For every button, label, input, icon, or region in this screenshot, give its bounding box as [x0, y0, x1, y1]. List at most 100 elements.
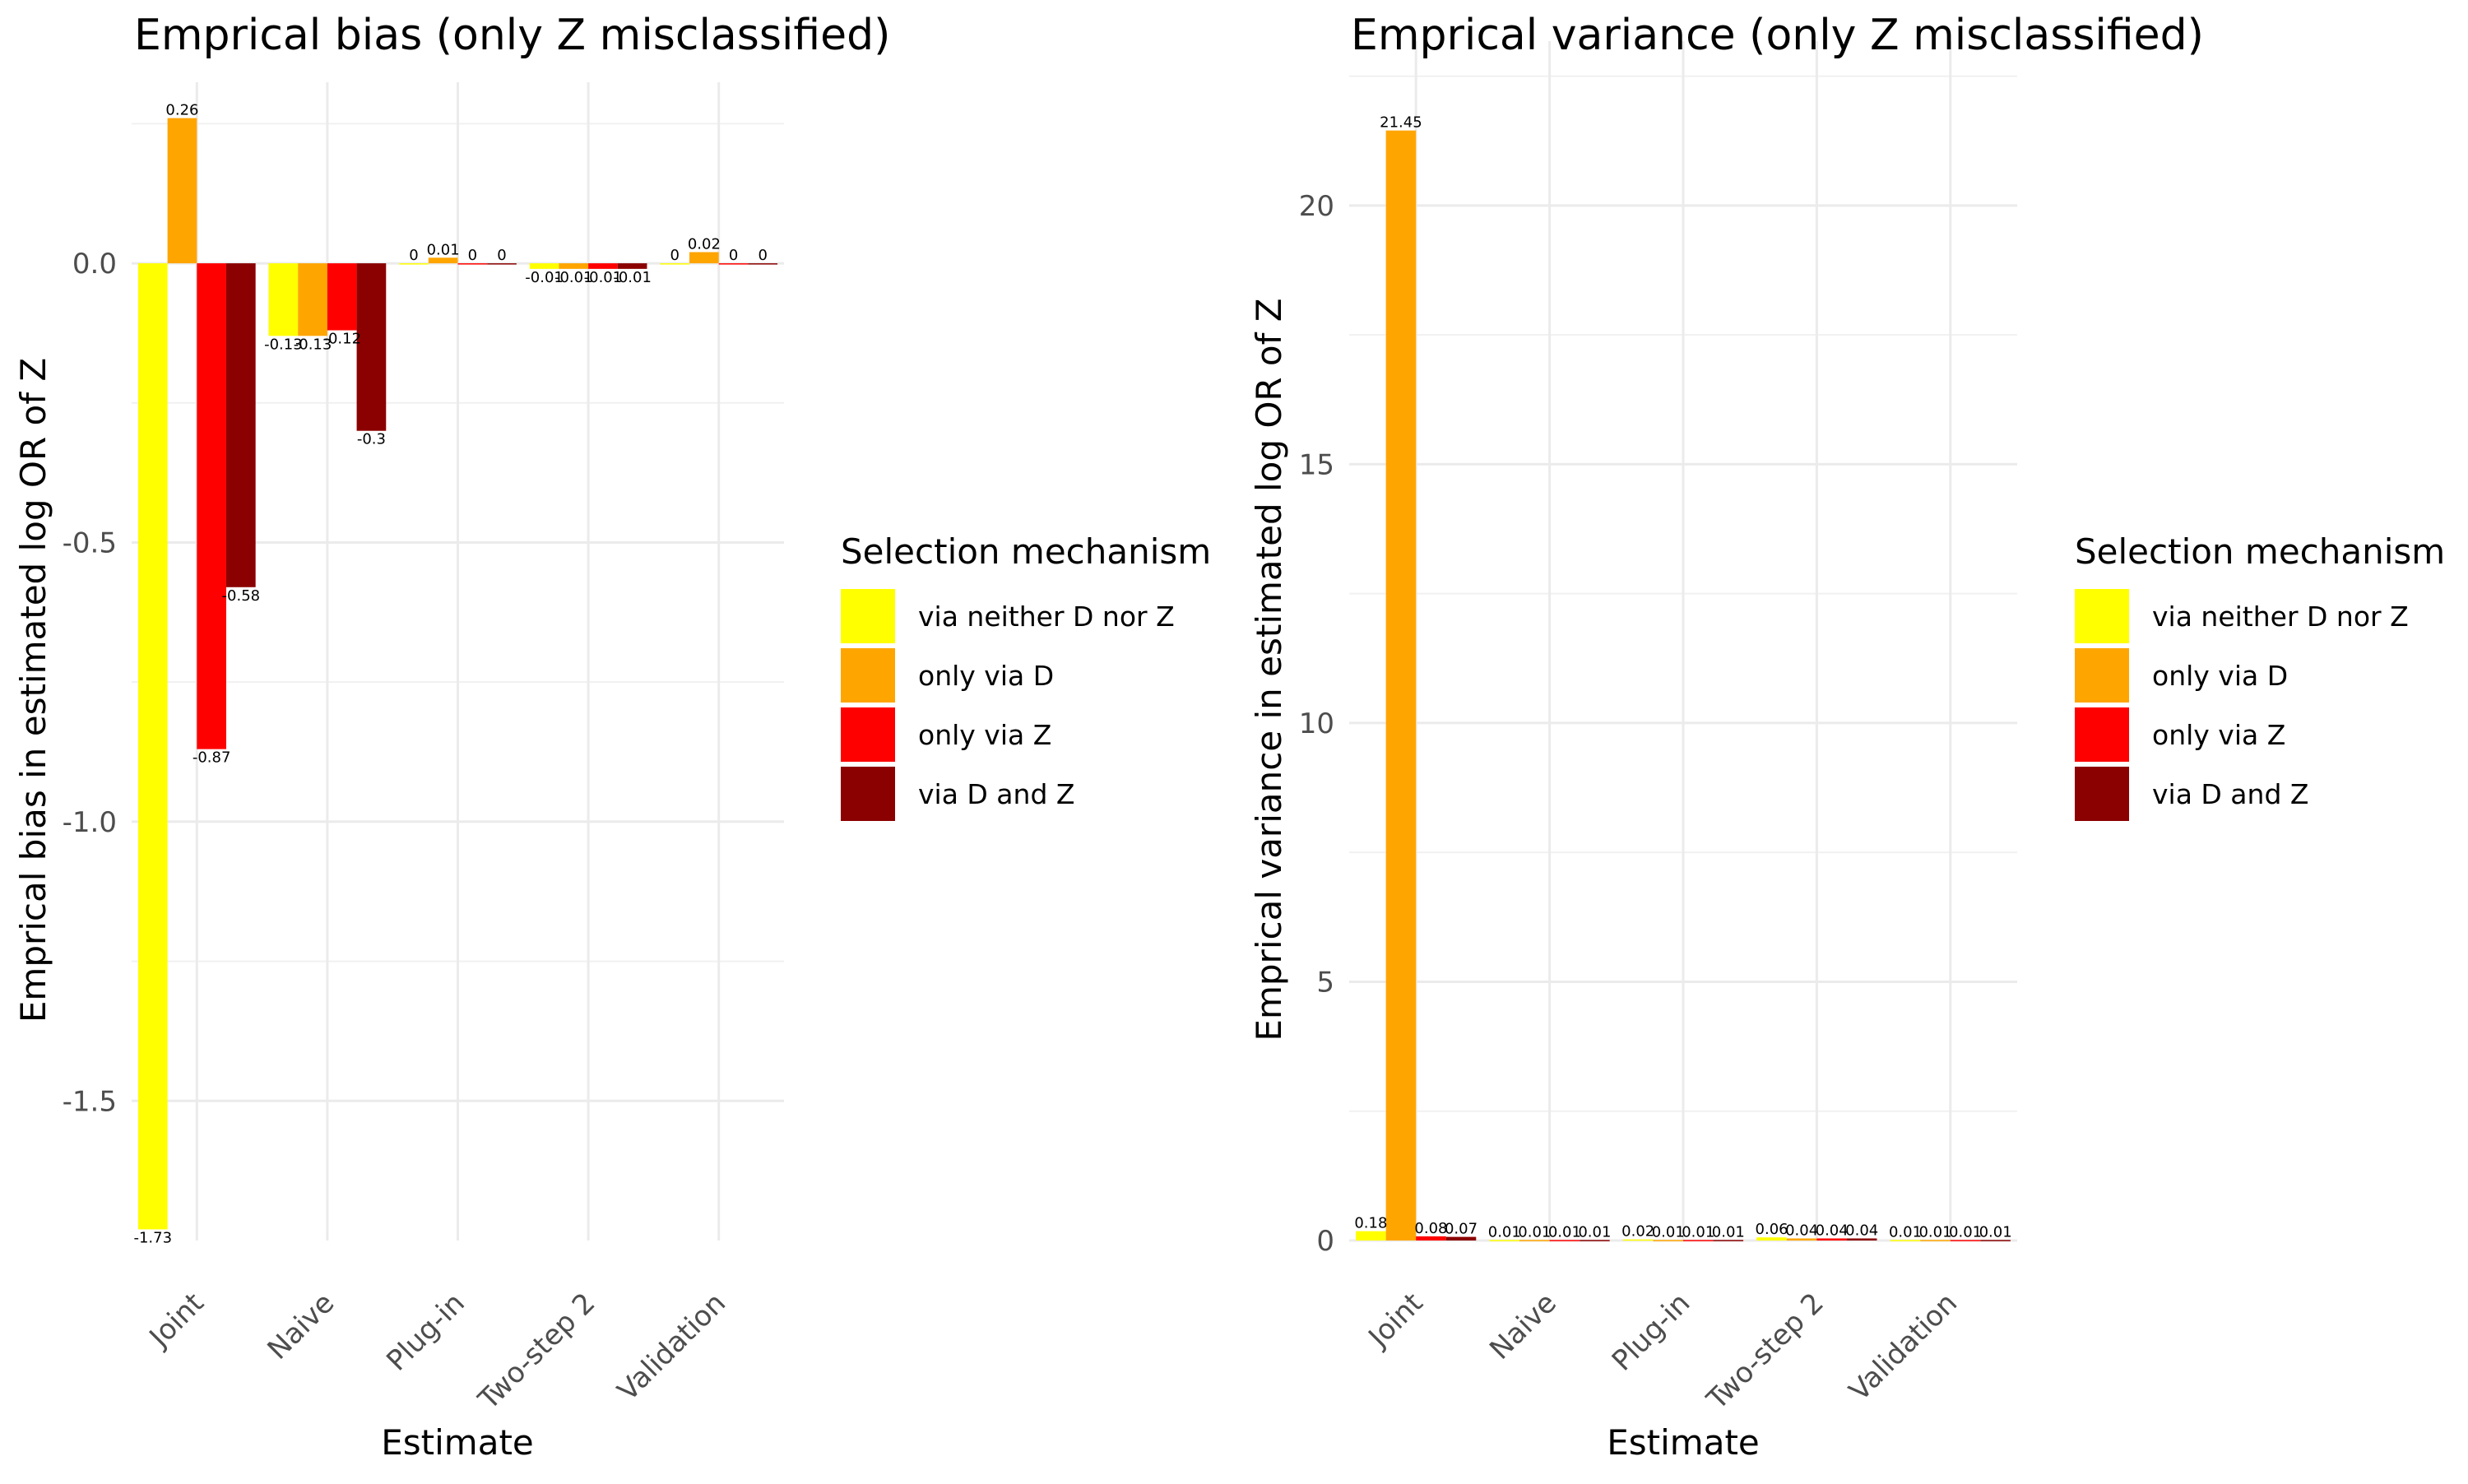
data-label: 0.01 [1578, 1223, 1611, 1241]
legend-swatch [2075, 707, 2129, 762]
data-label: -0.01 [525, 269, 564, 286]
x-tick-label: Validation [611, 1287, 732, 1407]
y-tick-label: -1.5 [63, 1085, 117, 1118]
bar [689, 252, 719, 264]
x-axis-title: Estimate [381, 1422, 534, 1463]
legend-label: via D and Z [918, 778, 1075, 810]
legend-item: via D and Z [2075, 767, 2309, 821]
legend-label: via neither D nor Z [918, 601, 1175, 633]
data-label: 21.45 [1380, 114, 1422, 132]
data-label: -0.58 [222, 587, 261, 605]
legend-item: via neither D nor Z [2075, 589, 2409, 643]
data-label: 0.04 [1816, 1222, 1849, 1239]
data-label: -0.12 [322, 331, 361, 348]
x-tick-label: Validation [1843, 1287, 1964, 1407]
x-tick-label: Plug-in [380, 1287, 471, 1378]
x-tick-label: Joint [142, 1287, 211, 1355]
y-tick-label: 5 [1316, 966, 1334, 999]
y-tick-label: 10 [1299, 707, 1334, 740]
bar [617, 263, 647, 269]
bar [167, 118, 197, 264]
data-label: 0.01 [1488, 1223, 1521, 1241]
data-labels: -1.73 -0.13 0 -0.01 0 0.26 -0.13 0.01 -0.01 0.02 -… [133, 102, 767, 1247]
y-tick-label: -1.0 [63, 806, 117, 839]
data-label: 0.01 [1518, 1223, 1551, 1241]
data-label: 0.01 [1949, 1223, 1982, 1241]
legend-item: only via D [841, 648, 1054, 703]
gridlines [1349, 41, 2017, 1242]
chart-title: Emprical variance (only Z misclassified) [1351, 11, 2204, 60]
x-tick-labels: Joint Naive Plug-in Two-step 2 Validation [1362, 1287, 1964, 1417]
bar [268, 263, 299, 336]
bar [1653, 1240, 1683, 1241]
bar [225, 263, 256, 587]
data-label: 0.01 [1979, 1223, 2012, 1241]
bar [137, 263, 168, 1230]
data-label: 0 [497, 247, 506, 264]
bar [457, 263, 488, 265]
data-label: 0 [670, 247, 679, 264]
data-label: 0.01 [1548, 1223, 1581, 1241]
legend: Selection mechanism via neither D nor Z on… [841, 531, 1211, 821]
bar [1416, 1236, 1446, 1241]
data-label: 0.02 [1621, 1223, 1654, 1241]
legend: Selection mechanism via neither D nor Z on… [2075, 531, 2445, 821]
bar [1356, 1231, 1386, 1241]
y-tick-labels: 0 5 10 15 20 [1299, 190, 1334, 1258]
bar [1580, 1240, 1610, 1241]
y-tick-labels: 0.0 -0.5 -1.0 -1.5 [63, 248, 117, 1118]
bar [1519, 1240, 1550, 1241]
bar [1549, 1240, 1580, 1241]
data-label: 0.01 [1652, 1223, 1685, 1241]
data-label: 0.18 [1354, 1215, 1387, 1232]
data-label: 0.08 [1414, 1220, 1447, 1237]
data-label: 0.26 [165, 102, 198, 119]
y-tick-label: -0.5 [63, 526, 117, 559]
bars [1356, 130, 2011, 1241]
x-axis-title: Estimate [1607, 1422, 1760, 1463]
legend-swatch [841, 589, 895, 643]
y-tick-label: 15 [1299, 448, 1334, 481]
legend-label: only via Z [918, 719, 1051, 751]
bar [399, 263, 429, 265]
bar [718, 263, 749, 265]
data-label: 0 [468, 247, 477, 264]
bar [197, 263, 226, 749]
x-tick-label: Two-step 2 [471, 1287, 601, 1417]
legend-swatch [841, 648, 895, 703]
y-axis-title: Emprical bias in estimated log OR of Z [13, 358, 53, 1023]
bar [1489, 1240, 1520, 1241]
data-label: -0.01 [613, 269, 652, 286]
data-label: 0.01 [1918, 1223, 1951, 1241]
bars [137, 118, 778, 1230]
legend-swatch [2075, 589, 2129, 643]
bar [1385, 130, 1417, 1241]
x-tick-label: Naive [1483, 1287, 1563, 1366]
data-label: 0.02 [688, 235, 721, 253]
data-label: -0.01 [584, 269, 623, 286]
legend-swatch [2075, 767, 2129, 821]
data-label: -1.73 [133, 1229, 172, 1246]
legend-title: Selection mechanism [841, 531, 1211, 572]
legend-title: Selection mechanism [2075, 531, 2445, 572]
y-axis-title: Emprical variance in estimated log OR of… [1249, 298, 1289, 1041]
data-label: 0.01 [1889, 1223, 1922, 1241]
bar [559, 263, 589, 269]
data-label: 0.06 [1756, 1221, 1788, 1238]
bar [487, 263, 517, 265]
legend-item: via D and Z [841, 767, 1075, 821]
legend-swatch [841, 707, 895, 762]
bar [1846, 1238, 1877, 1241]
bar [298, 263, 327, 336]
y-tick-label: 20 [1299, 190, 1334, 223]
data-label: 0 [729, 247, 738, 264]
bar [356, 263, 387, 431]
bar [1816, 1238, 1847, 1241]
bar [748, 263, 778, 265]
y-tick-label: 0 [1316, 1225, 1334, 1258]
bar [529, 263, 559, 269]
